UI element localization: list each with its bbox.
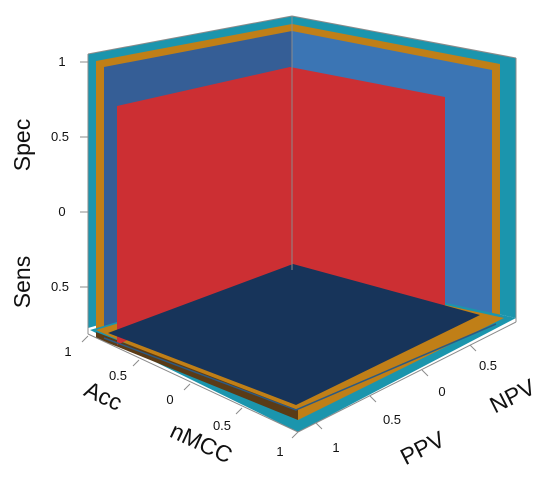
front-right-tick-mark-2: [421, 369, 429, 377]
red-right-plane: [290, 67, 445, 315]
red-left-plane: [117, 67, 290, 345]
box-line-top-right: [291, 15, 517, 59]
front-left-tick-label-4: 0.5: [213, 418, 231, 433]
front-left-tick-label-5: 1: [276, 444, 283, 459]
axis-label-sens: Sens: [9, 256, 35, 308]
axis-label-npv: NPV: [485, 373, 540, 418]
front-right-tick-label-3: 0.5: [383, 412, 401, 427]
front-right-tick-mark-3: [369, 395, 377, 403]
front-right-tick-label-2: 0: [438, 384, 445, 399]
front-left-tick-label-3: 0: [166, 392, 173, 407]
front-left-tick-mark-2: [132, 359, 140, 367]
front-right-tick-mark-4: [315, 422, 323, 430]
front-right-tick-mark-1: [469, 344, 477, 352]
box-line-bottom-left: [87, 333, 299, 433]
box-line-bottom-right: [297, 321, 517, 433]
front-right-tick-label-1: 0.5: [479, 358, 497, 373]
front-right-tick-label-4: 1: [332, 440, 339, 455]
axis-label-spec: Spec: [9, 119, 35, 171]
front-left-tick-label-2: 0.5: [109, 368, 127, 383]
axis-label-ppv: PPV: [396, 426, 449, 470]
left-tick-label-1: 1: [58, 54, 65, 69]
front-left-tick-mark-4: [235, 407, 243, 415]
front-left-tick-mark-3: [183, 383, 191, 391]
navy-floor: [108, 264, 480, 405]
front-left-tick-mark-5: [291, 431, 299, 439]
front-left-tick-mark-1: [81, 335, 89, 343]
front-left-tick-label-1: 1: [64, 344, 71, 359]
left-tick-label-4: 0.5: [51, 279, 69, 294]
left-tick-label-2: 0.5: [51, 129, 69, 144]
floor-front-edge: [103, 323, 497, 411]
box-line-top-left: [87, 15, 293, 55]
left-tick-label-3: 0: [58, 204, 65, 219]
